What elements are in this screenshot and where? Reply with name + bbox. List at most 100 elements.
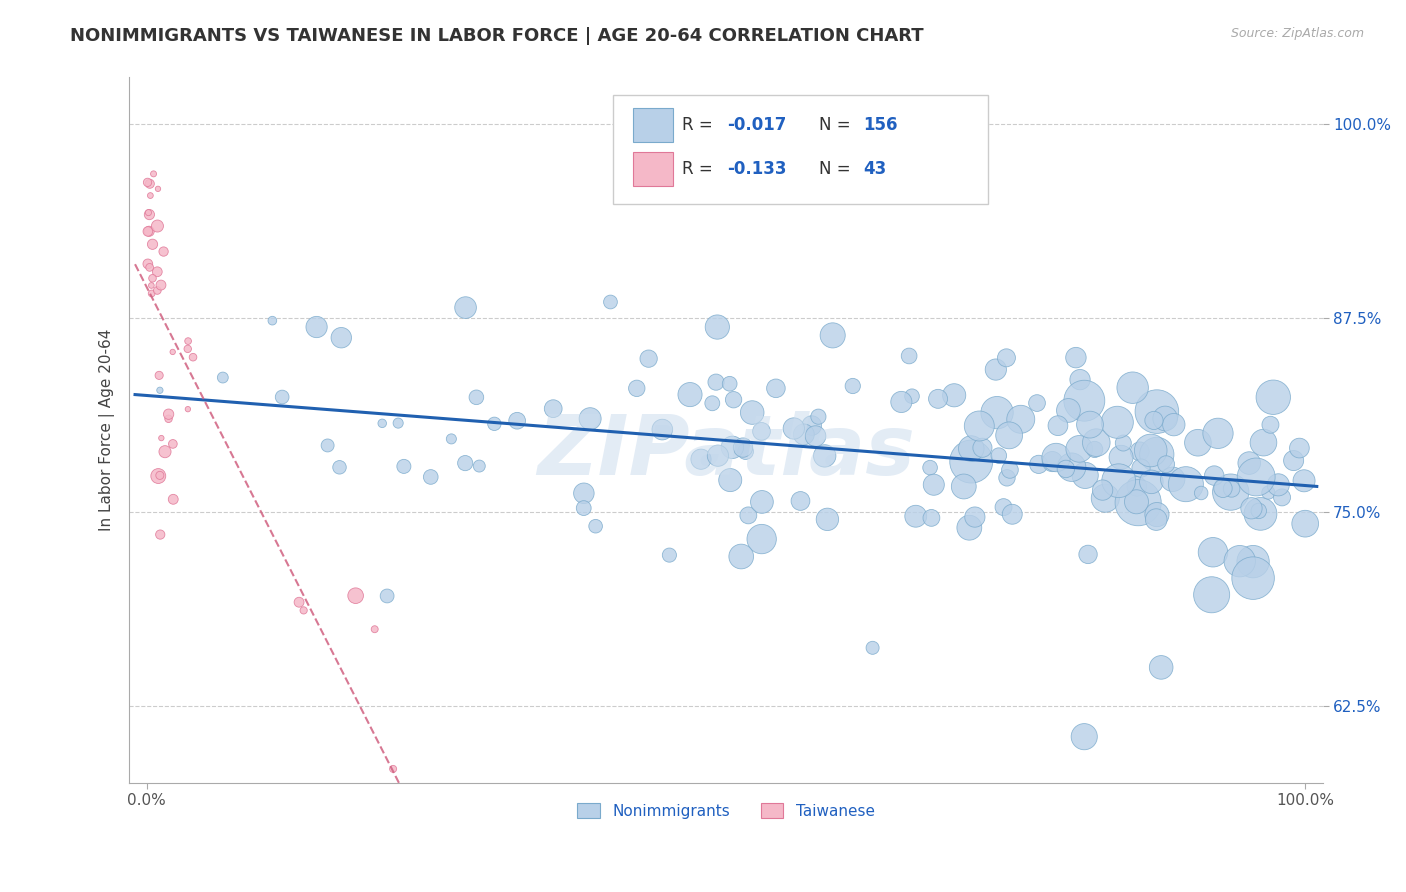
Point: [1054, 462, 1077, 476]
Point: [1084, 442, 1107, 457]
Point: [1130, 461, 1153, 475]
Point: [1001, 508, 1024, 522]
Point: [1189, 486, 1212, 500]
Point: [1257, 485, 1279, 500]
Point: [1128, 496, 1150, 510]
Point: [731, 441, 754, 455]
Point: [136, 175, 159, 189]
Point: [364, 622, 387, 636]
Point: [706, 320, 728, 334]
Point: [138, 205, 160, 219]
Point: [484, 417, 506, 431]
Point: [1140, 475, 1163, 489]
Point: [901, 389, 924, 403]
Point: [1112, 436, 1135, 450]
Point: [960, 454, 983, 468]
Point: [707, 449, 730, 463]
Point: [149, 384, 172, 398]
Point: [146, 219, 169, 233]
Point: [679, 387, 702, 401]
Point: [987, 449, 1010, 463]
Point: [1146, 448, 1168, 462]
Point: [465, 390, 488, 404]
Point: [146, 182, 169, 196]
Point: [1073, 730, 1095, 744]
Point: [969, 419, 991, 434]
Point: [375, 589, 398, 603]
Point: [998, 428, 1021, 442]
Point: [1187, 435, 1209, 450]
Point: [177, 342, 200, 356]
Point: [271, 390, 294, 404]
Point: [658, 548, 681, 562]
Point: [1129, 444, 1152, 458]
Point: [1174, 477, 1197, 491]
Point: [1139, 443, 1161, 458]
Point: [1074, 468, 1097, 483]
Point: [862, 640, 884, 655]
Point: [972, 441, 994, 455]
Point: [1239, 456, 1261, 470]
Point: [963, 510, 986, 524]
Point: [157, 407, 180, 421]
Point: [721, 440, 744, 454]
Point: [572, 501, 595, 516]
FancyBboxPatch shape: [633, 108, 673, 142]
Point: [957, 521, 980, 535]
Point: [1078, 417, 1101, 432]
Point: [1046, 418, 1069, 433]
Point: [1108, 474, 1130, 488]
Point: [1146, 404, 1168, 418]
Point: [718, 473, 741, 487]
Point: [468, 458, 491, 473]
Point: [1220, 482, 1243, 496]
Point: [751, 532, 773, 546]
Point: [1288, 441, 1310, 455]
Point: [288, 595, 311, 609]
Point: [148, 469, 170, 483]
Point: [136, 257, 159, 271]
Point: [1094, 491, 1116, 506]
Point: [1107, 415, 1129, 429]
Point: [411, 855, 433, 870]
Point: [419, 470, 441, 484]
Point: [1026, 396, 1049, 410]
Point: [153, 444, 176, 458]
Point: [142, 167, 165, 181]
Point: [793, 427, 815, 442]
Point: [1040, 454, 1063, 468]
Point: [138, 260, 160, 275]
Point: [1010, 412, 1032, 426]
Point: [1206, 426, 1229, 441]
Point: [162, 437, 184, 451]
FancyBboxPatch shape: [613, 95, 988, 204]
Point: [292, 603, 315, 617]
Point: [1202, 545, 1225, 559]
Point: [637, 351, 659, 366]
Point: [1028, 458, 1050, 472]
Point: [704, 375, 727, 389]
Point: [718, 376, 741, 391]
Point: [943, 388, 966, 402]
Text: Source: ZipAtlas.com: Source: ZipAtlas.com: [1230, 27, 1364, 40]
Point: [139, 177, 162, 191]
Point: [1253, 435, 1275, 450]
Point: [800, 418, 823, 433]
Point: [651, 423, 673, 437]
Point: [409, 832, 432, 847]
Point: [1250, 507, 1272, 521]
Point: [1229, 554, 1251, 568]
Point: [702, 396, 724, 410]
Point: [440, 432, 463, 446]
Point: [1294, 516, 1316, 531]
Point: [148, 368, 170, 383]
Point: [1122, 381, 1144, 395]
Text: R =: R =: [682, 161, 717, 178]
Point: [387, 416, 409, 430]
Point: [262, 313, 284, 327]
Point: [1125, 495, 1147, 509]
Point: [626, 381, 648, 395]
Point: [927, 392, 949, 406]
Point: [181, 350, 204, 364]
Point: [922, 477, 945, 491]
